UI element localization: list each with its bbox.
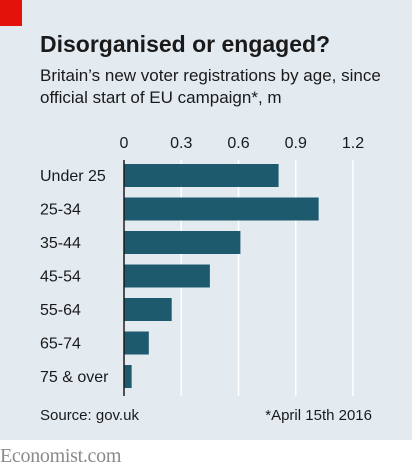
bar — [124, 264, 210, 288]
category-label: 35-44 — [40, 235, 81, 252]
bar — [124, 365, 132, 388]
source-note: Source: gov.uk — [40, 407, 139, 424]
brand-logo-text: Economist.com — [0, 445, 122, 467]
x-tick-label: 0.6 — [227, 135, 249, 152]
category-label: 55-64 — [40, 302, 81, 319]
category-label: 25-34 — [40, 202, 81, 219]
chart-subtitle: Britain’s new voter registrations by age… — [40, 66, 381, 107]
x-tick-label: 0 — [120, 135, 129, 152]
category-label: 75 & over — [40, 369, 109, 386]
category-label: 45-54 — [40, 269, 81, 286]
chart-title: Disorganised or engaged? — [40, 31, 331, 57]
category-label: Under 25 — [40, 168, 106, 185]
category-label: 65-74 — [40, 336, 81, 353]
bar — [124, 231, 241, 254]
x-tick-label: 0.9 — [285, 135, 307, 152]
x-tick-label: 0.3 — [170, 135, 192, 152]
bar — [124, 331, 149, 355]
bar — [124, 197, 319, 221]
brand-red-tag — [0, 0, 22, 26]
footnote: *April 15th 2016 — [265, 407, 372, 424]
x-tick-label: 1.2 — [342, 135, 364, 152]
bar — [124, 298, 172, 321]
bar — [124, 164, 279, 187]
bar-chart: 0 0.3 0.6 0.9 1.2 Under 25 25-34 35-44 45-54 55-6… — [40, 135, 364, 396]
